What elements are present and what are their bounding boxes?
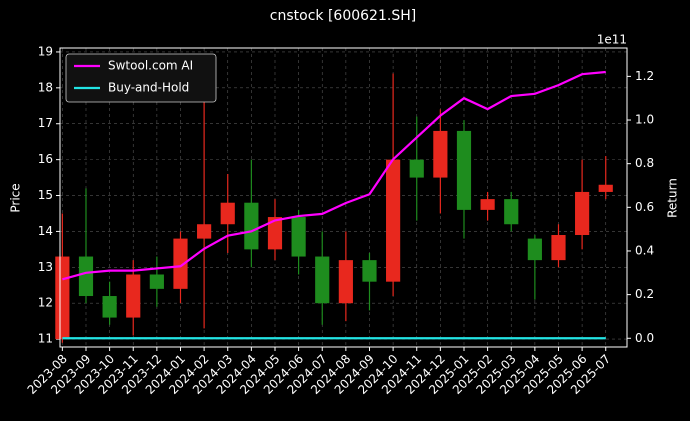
y-tick-label: 15	[38, 188, 53, 202]
candle-body	[362, 260, 377, 282]
candle-body	[598, 184, 613, 192]
candle-body	[551, 235, 566, 261]
candle-body	[220, 202, 235, 225]
candle-body	[527, 238, 542, 261]
legend-label: Buy-and-Hold	[108, 81, 189, 95]
y2-tick-label: 0.2	[635, 287, 654, 301]
y-tick-label: 16	[38, 152, 53, 166]
candle-body	[149, 274, 164, 289]
y-tick-label: 14	[38, 224, 53, 238]
legend-box	[65, 53, 217, 103]
y-tick-label: 17	[38, 116, 53, 130]
y-axis-label: Price	[9, 183, 23, 212]
legend-label: Swtool.com AI	[108, 59, 193, 73]
candle-body	[315, 256, 330, 304]
candle-body	[433, 130, 448, 178]
y2-axis-label: Return	[666, 178, 680, 218]
y2-tick-label: 1.2	[635, 69, 654, 83]
y-tick-label: 19	[38, 44, 53, 58]
candle-body	[267, 217, 283, 250]
candle-body	[102, 296, 117, 318]
y-tick-label: 12	[38, 296, 53, 310]
y-tick-label: 18	[38, 80, 53, 94]
y2-offset-label: 1e11	[597, 33, 627, 47]
candle-body	[480, 199, 495, 210]
plot-frame	[59, 47, 628, 348]
candle-body	[456, 130, 472, 210]
candle-body	[55, 256, 70, 340]
candle-body	[338, 260, 353, 304]
legend: Swtool.com AI Buy-and-Hold	[65, 53, 217, 103]
candle-body	[386, 159, 401, 282]
candle-body	[291, 217, 306, 257]
y2-tick-label: 0.4	[635, 243, 654, 257]
candle-body	[78, 256, 94, 297]
candle-body	[575, 191, 590, 236]
candle-body	[244, 202, 259, 250]
candle-body	[504, 199, 519, 225]
y2-tick-label: 1.0	[635, 113, 654, 127]
y-tick-label: 13	[38, 260, 53, 274]
y-tick-label: 11	[38, 332, 53, 346]
candle-body	[409, 159, 424, 178]
series-line	[62, 70, 606, 281]
y2-tick-label: 0.0	[635, 331, 654, 345]
y2-tick-label: 0.6	[635, 200, 654, 214]
candle-body	[173, 238, 188, 289]
candle-body	[126, 274, 141, 318]
y2-tick-label: 0.8	[635, 156, 654, 170]
chart-title: cnstock [600621.SH]	[270, 8, 416, 24]
candle-body	[197, 224, 212, 239]
